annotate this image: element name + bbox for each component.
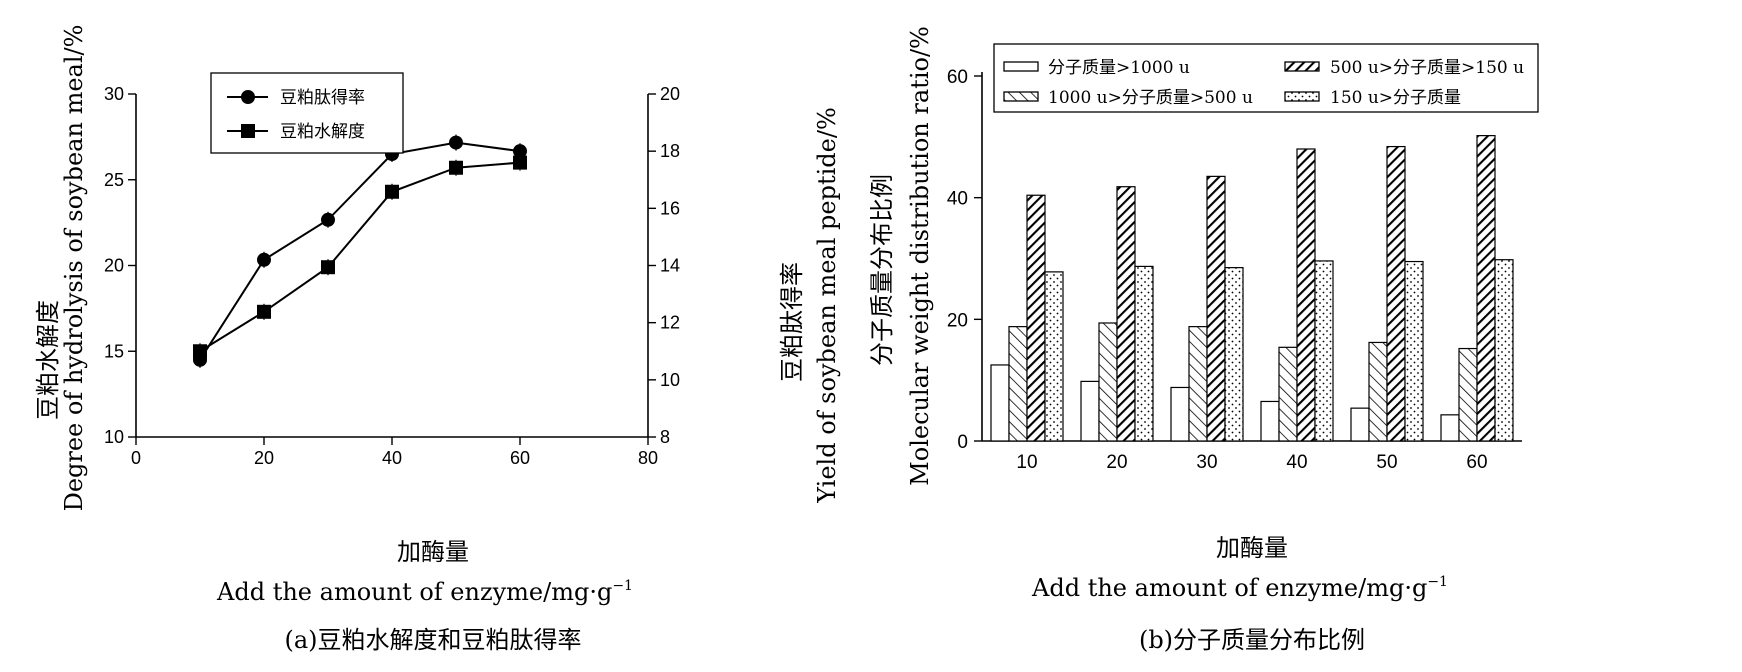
x-tick-label: 30 (1196, 452, 1217, 473)
bar-plain (1350, 407, 1370, 442)
chart-b-ylabel-cn: 分子质量分布比例 (870, 174, 896, 366)
y-right-tick-label: 12 (660, 313, 680, 333)
y-tick-label: 0 (957, 432, 968, 453)
x-tick-label: 0 (131, 448, 141, 468)
bar-dots (1134, 265, 1154, 442)
data-point-square (513, 155, 527, 170)
y-left-tick-label: 15 (104, 341, 124, 361)
bar-hatch (1278, 346, 1298, 442)
bar-dense-hatch (1116, 186, 1136, 442)
x-tick-label: 60 (510, 448, 530, 468)
x-tick-label: 20 (254, 448, 274, 468)
bar-plain (1080, 380, 1100, 442)
chart-b-axes (981, 72, 1522, 442)
legend-label-1000-500: 1000 u>分子质量>500 u (1048, 88, 1253, 108)
chart-b-ticks: 0 20 40 60 10 20 30 40 50 60 (947, 67, 1488, 473)
chart-a-ylabel-right-en: Yield of soybean meal peptide/% (813, 107, 841, 504)
legend-swatch-hatch (1003, 91, 1039, 102)
chart-b-bar-chart: 0 20 40 60 10 20 30 40 50 60 分子质量>1000 u 500 u>分子… (870, 26, 1539, 654)
y-left-tick-label: 10 (104, 427, 124, 447)
chart-a-xlabel-cn: 加酶量 (397, 538, 469, 566)
chart-a-series (193, 134, 527, 368)
bar-hatch (1368, 341, 1388, 442)
series-line-1 (199, 161, 521, 353)
x-tick-label: 20 (1106, 452, 1127, 473)
data-point-square (385, 184, 399, 199)
data-point-square (449, 160, 463, 175)
legend-label-500-150: 500 u>分子质量>150 u (1330, 58, 1524, 78)
x-tick-label: 40 (1286, 452, 1307, 473)
data-point-circle (449, 135, 463, 150)
chart-b-caption: (b)分子质量分布比例 (1139, 626, 1365, 654)
chart-b-bars (990, 135, 1514, 442)
bar-plain (1170, 386, 1190, 442)
bar-plain (1260, 400, 1280, 442)
bar-hatch (1188, 326, 1208, 442)
y-right-tick-label: 20 (660, 84, 680, 104)
chart-a-ylabel-right: 豆粕肽得率 (778, 262, 806, 382)
y-right-tick-label: 18 (660, 141, 680, 161)
bar-hatch (1458, 347, 1478, 442)
chart-a-ticks: 0 20 40 60 80 10 15 20 25 30 8 10 12 14 16 18 20 (104, 84, 680, 468)
series-line-0 (199, 141, 521, 361)
y-right-tick-label: 8 (660, 427, 670, 447)
bar-dots (1314, 260, 1334, 442)
bar-dense-hatch (1476, 135, 1496, 442)
x-tick-label: 80 (638, 448, 658, 468)
bar-dots (1224, 267, 1244, 442)
legend-box (993, 43, 1539, 113)
legend-square-marker (241, 124, 255, 138)
data-point-square (321, 260, 335, 275)
legend-box (210, 72, 404, 154)
chart-a-xlabel-en: Add the amount of enzyme/mg·g−1 (216, 578, 633, 606)
bar-dense-hatch (1296, 148, 1316, 442)
x-tick-label: 60 (1466, 452, 1487, 473)
legend-swatch-dense-hatch (1284, 61, 1320, 72)
legend-circle-marker (241, 90, 255, 104)
chart-a-caption: (a)豆粕水解度和豆粕肽得率 (284, 626, 581, 654)
bar-hatch (1008, 326, 1028, 442)
bar-dense-hatch (1206, 175, 1226, 442)
bar-dense-hatch (1026, 194, 1046, 442)
chart-b-xlabel-cn: 加酶量 (1216, 534, 1288, 562)
y-right-tick-label: 10 (660, 370, 680, 390)
x-tick-label: 40 (382, 448, 402, 468)
legend-swatch-dots (1284, 91, 1320, 102)
y-left-tick-label: 20 (104, 256, 124, 276)
y-left-tick-label: 30 (104, 84, 124, 104)
legend-swatch-plain (1003, 61, 1039, 72)
chart-a-legend: 豆粕肽得率 豆粕水解度 (210, 72, 404, 154)
y-tick-label: 20 (947, 310, 968, 331)
data-point-square (257, 304, 271, 319)
legend-label-gt1000: 分子质量>1000 u (1048, 58, 1190, 78)
data-point-circle (321, 212, 335, 227)
y-left-tick-label: 25 (104, 170, 124, 190)
x-tick-label: 50 (1376, 452, 1397, 473)
chart-a-ylabel-left: 豆粕水解度 (34, 300, 62, 420)
chart-a-line-chart: 0 20 40 60 80 10 15 20 25 30 8 10 12 14 16 18 20 豆粕肽得率 豆… (34, 25, 841, 654)
legend-label-peptide-yield: 豆粕肽得率 (280, 88, 365, 108)
data-point-circle (257, 252, 271, 267)
data-point-square (193, 344, 207, 359)
legend-label-lt150: 150 u>分子质量 (1330, 88, 1461, 108)
bar-dots (1044, 271, 1064, 442)
chart-b-xlabel-en: Add the amount of enzyme/mg·g−1 (1031, 574, 1448, 602)
legend-label-hydrolysis: 豆粕水解度 (280, 122, 365, 142)
y-right-tick-label: 14 (660, 256, 680, 276)
y-tick-label: 60 (947, 67, 968, 88)
bar-hatch (1098, 322, 1118, 442)
chart-b-ylabel-en: Molecular weight distribution ratio/% (906, 26, 934, 486)
bar-plain (1440, 414, 1460, 442)
data-point-circle (513, 144, 527, 159)
chart-a-ylabel-left-en: Degree of hydrolysis of soybean meal/% (60, 25, 88, 512)
chart-b-legend: 分子质量>1000 u 500 u>分子质量>150 u 1000 u>分子质量… (993, 43, 1539, 113)
y-tick-label: 40 (947, 189, 968, 210)
y-right-tick-label: 16 (660, 198, 680, 218)
bar-dots (1404, 260, 1424, 442)
bar-plain (990, 364, 1010, 442)
x-tick-label: 10 (1016, 452, 1037, 473)
bar-dots (1494, 259, 1514, 442)
bar-dense-hatch (1386, 145, 1406, 442)
